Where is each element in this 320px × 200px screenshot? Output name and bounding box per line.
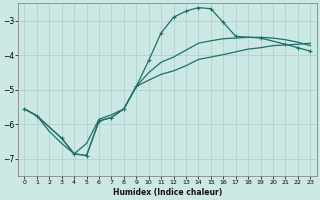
X-axis label: Humidex (Indice chaleur): Humidex (Indice chaleur) [113, 188, 222, 197]
